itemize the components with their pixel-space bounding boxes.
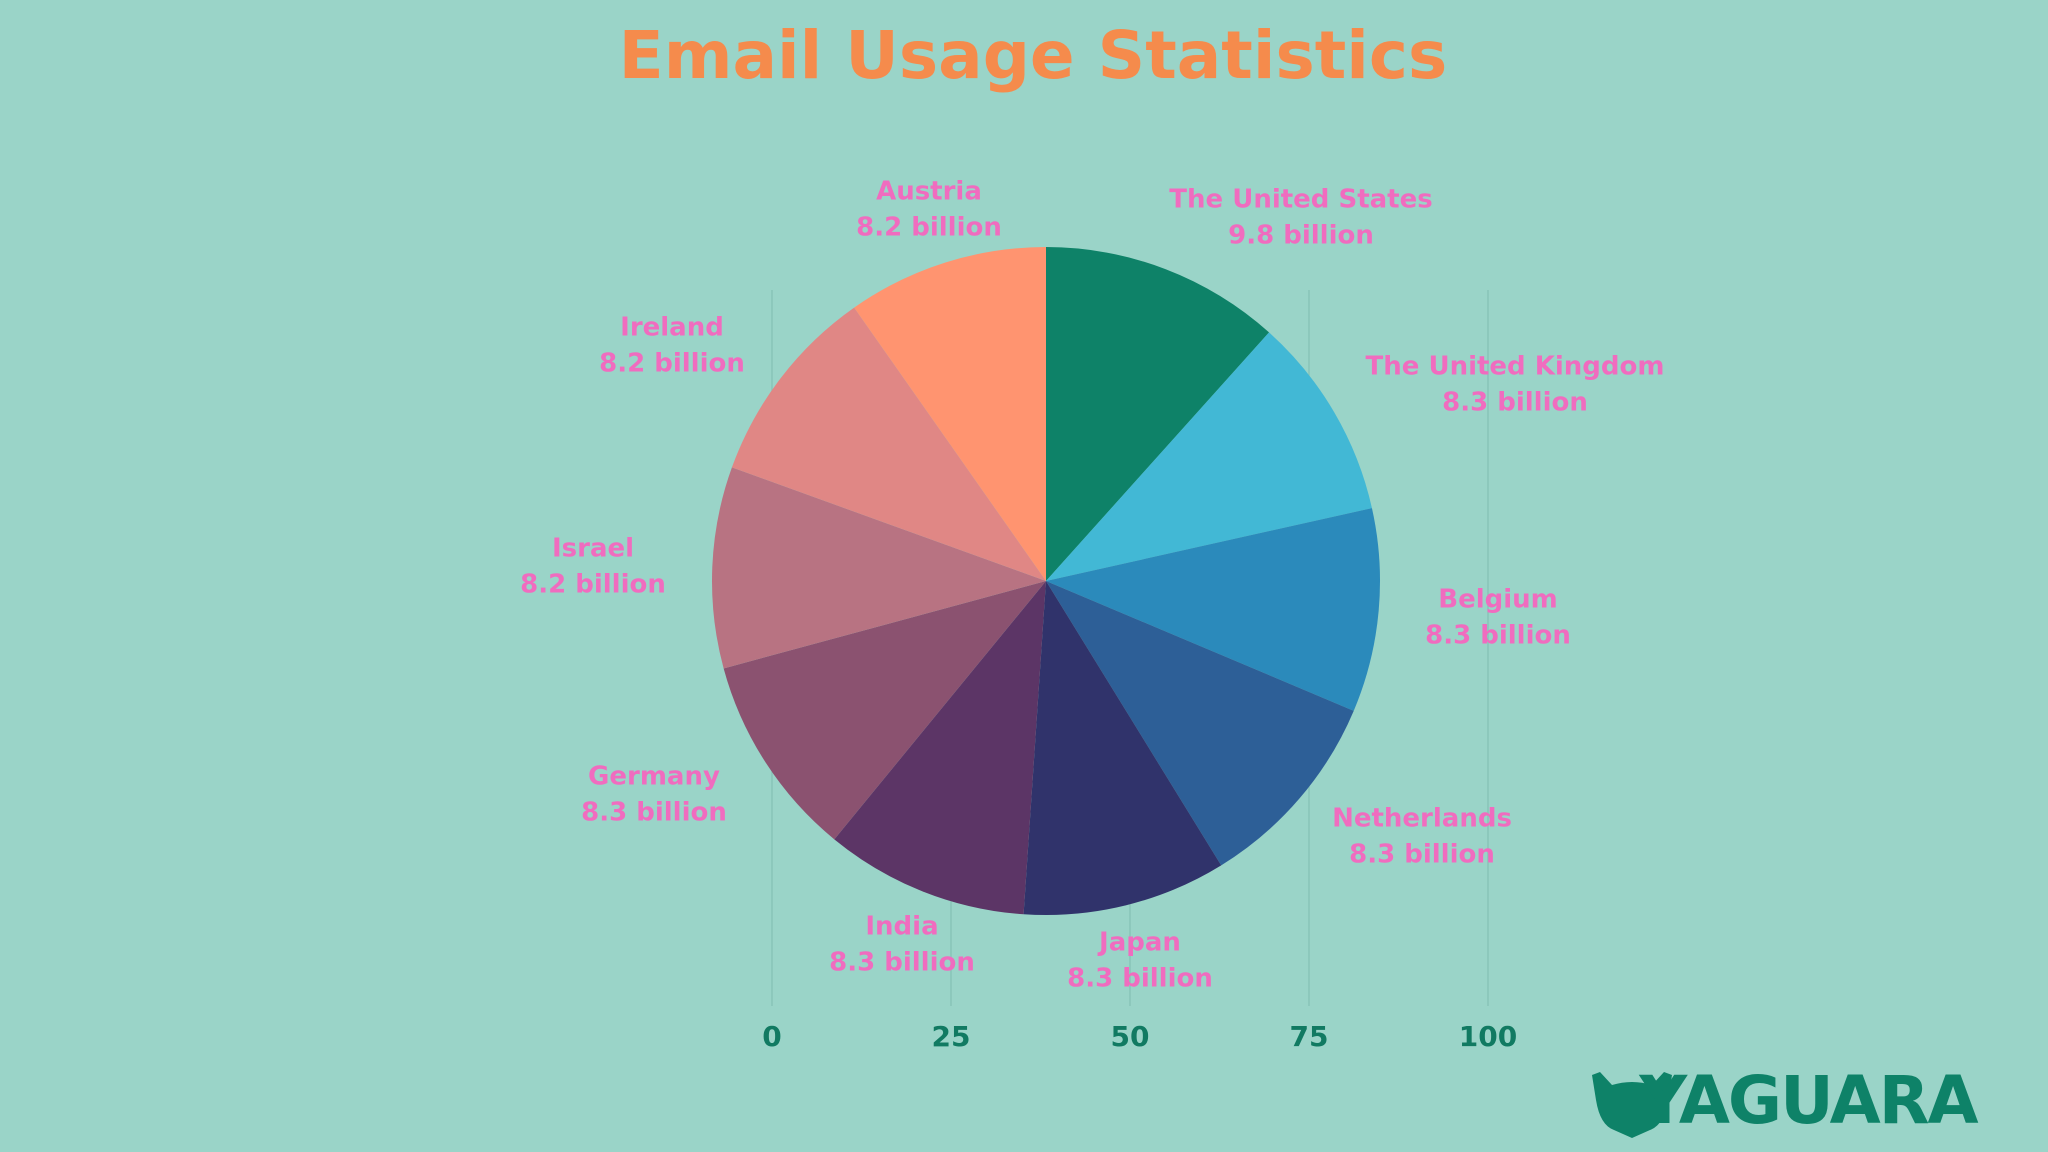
x-tick-label: 100	[1459, 1020, 1517, 1053]
pie-slice	[1046, 332, 1372, 581]
x-tick-label: 25	[932, 1020, 971, 1053]
slice-value-label: 8.3 billion	[1067, 964, 1213, 994]
x-tick-label: 50	[1111, 1020, 1150, 1053]
slice-value-label: 8.3 billion	[829, 948, 975, 978]
slice-value-label: 8.2 billion	[599, 349, 745, 379]
slice-label: Germany	[588, 762, 720, 792]
chart-title: Email Usage Statistics	[619, 17, 1448, 94]
slice-value-label: 8.3 billion	[581, 798, 727, 828]
pie-slice	[723, 581, 1046, 840]
pie-slice	[1046, 508, 1380, 711]
logo-icon	[1592, 1072, 1672, 1138]
slice-value-label: 8.3 billion	[1425, 621, 1571, 651]
labels: The United States 9.8 billion The United K…	[520, 177, 1664, 994]
pie-slice	[712, 467, 1046, 669]
slice-label: Netherlands	[1332, 804, 1512, 834]
x-tick-label: 0	[762, 1020, 781, 1053]
slice-value-label: 8.3 billion	[1442, 388, 1588, 418]
slice-label: Ireland	[620, 313, 724, 343]
pie-slice	[834, 581, 1046, 915]
logo-text: YAGUARA	[1638, 1062, 1978, 1139]
pie-slice	[854, 247, 1046, 581]
slice-value-label: 8.3 billion	[1349, 840, 1495, 870]
pie	[712, 247, 1380, 915]
slice-label: Austria	[876, 177, 982, 207]
slice-label: The United Kingdom	[1366, 352, 1665, 382]
pie-slice	[731, 307, 1046, 581]
x-tick-label: 75	[1290, 1020, 1329, 1053]
slice-label: India	[865, 912, 938, 942]
slice-label: The United States	[1169, 185, 1432, 215]
pie-slice	[1046, 581, 1354, 866]
slice-label: Japan	[1097, 928, 1181, 958]
slice-label: Belgium	[1438, 585, 1558, 615]
slice-value-label: 8.2 billion	[856, 213, 1002, 243]
slice-label: Israel	[552, 534, 634, 564]
pie-slice	[1046, 247, 1270, 581]
logo: YAGUARA	[1592, 1062, 1981, 1139]
slice-value-label: 8.2 billion	[520, 570, 666, 600]
slice-value-label: 9.8 billion	[1228, 221, 1374, 251]
pie-slice	[1023, 581, 1222, 915]
